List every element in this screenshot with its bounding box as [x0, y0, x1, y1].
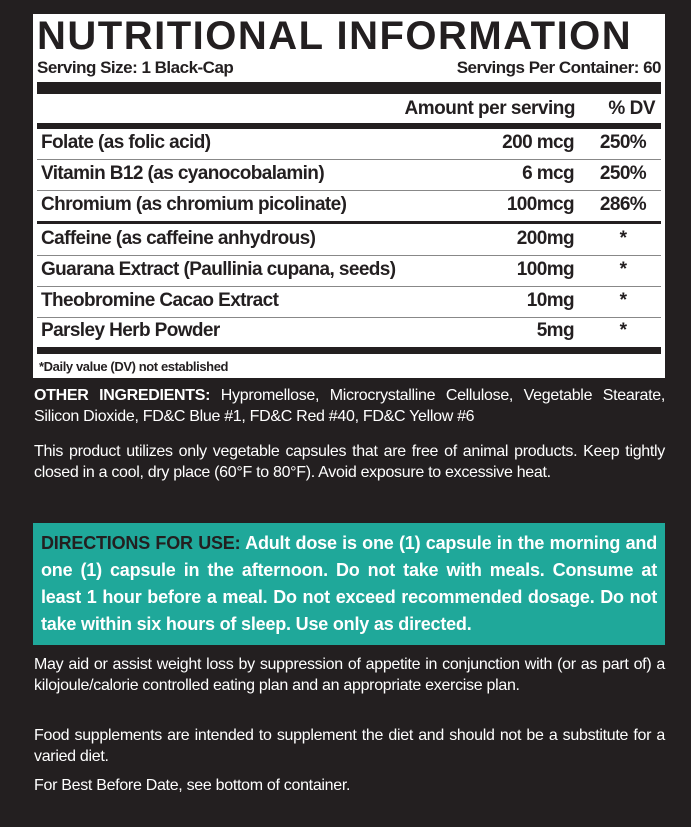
note: Food supplements are intended to supplem…: [34, 727, 665, 765]
row-dv: *: [619, 228, 627, 249]
directions-label: DIRECTIONS FOR USE:: [41, 533, 241, 553]
row-amount: 200mg: [516, 228, 575, 249]
directions-text: Adult dose is one (1) capsule in the mor…: [41, 533, 657, 634]
table-row: Vitamin B12 (as cyanocobalamin) 6 mcg 250%: [37, 159, 661, 191]
table-row: Folate (as folic acid) 200 mcg 250%: [37, 128, 661, 160]
row-name: Folate (as folic acid): [41, 132, 211, 153]
row-dv: 250%: [599, 132, 647, 153]
row-name: Caffeine (as caffeine anhydrous): [41, 228, 316, 249]
row-amount: 5mg: [536, 320, 575, 341]
servings-per-container: Servings Per Container: 60: [456, 58, 662, 77]
storage-text: This product utilizes only vegetable cap…: [34, 443, 665, 481]
row-dv: 286%: [599, 194, 647, 215]
row-amount: 100mcg: [506, 194, 575, 215]
note: For Best Before Date, see bottom of cont…: [34, 777, 351, 794]
table-header: Amount per serving % DV: [37, 98, 661, 122]
table-row: Theobromine Cacao Extract 10mg *: [37, 286, 661, 318]
serving-info: Serving Size: 1 Black-Cap Servings Per C…: [37, 58, 662, 78]
row-dv: *: [619, 320, 627, 341]
row-dv: *: [619, 259, 627, 280]
row-dv: 250%: [599, 163, 647, 184]
row-name: Guarana Extract (Paullinia cupana, seeds…: [41, 259, 396, 280]
row-name: Theobromine Cacao Extract: [41, 290, 279, 311]
col-dv: % DV: [608, 98, 655, 119]
row-amount: 6 mcg: [522, 163, 575, 184]
footnote: *Daily value (DV) not established: [39, 359, 229, 374]
row-amount: 200 mcg: [502, 132, 574, 153]
row-name: Chromium (as chromium picolinate): [41, 194, 347, 215]
row-name: Vitamin B12 (as cyanocobalamin): [41, 163, 325, 184]
note: May aid or assist weight loss by suppres…: [34, 656, 665, 694]
row-amount: 10mg: [526, 290, 575, 311]
divider: [37, 82, 661, 94]
divider: [37, 347, 661, 354]
other-ingredients: OTHER INGREDIENTS: Hypromellose, Microcr…: [34, 385, 665, 427]
table-row: Caffeine (as caffeine anhydrous) 200mg *: [37, 224, 661, 256]
row-dv: *: [619, 290, 627, 311]
row-amount: 100mg: [516, 259, 575, 280]
row-name: Parsley Herb Powder: [41, 320, 220, 341]
table-row: Parsley Herb Powder 5mg *: [37, 316, 661, 347]
table-row: Guarana Extract (Paullinia cupana, seeds…: [37, 255, 661, 287]
col-amount: Amount per serving: [404, 98, 576, 119]
nutrition-panel: NUTRITIONAL INFORMATION Serving Size: 1 …: [33, 14, 665, 378]
panel-title: NUTRITIONAL INFORMATION: [37, 14, 633, 58]
other-ingredients-text: Hypromellose, Microcrystalline Cellulose…: [34, 387, 665, 425]
other-ingredients-label: OTHER INGREDIENTS:: [34, 387, 211, 404]
divider: [37, 221, 661, 224]
serving-size: Serving Size: 1 Black-Cap: [37, 58, 234, 77]
divider: [37, 123, 661, 129]
table-row: Chromium (as chromium picolinate) 100mcg 2…: [37, 190, 661, 221]
directions-box: DIRECTIONS FOR USE: Adult dose is one (1…: [33, 523, 665, 645]
